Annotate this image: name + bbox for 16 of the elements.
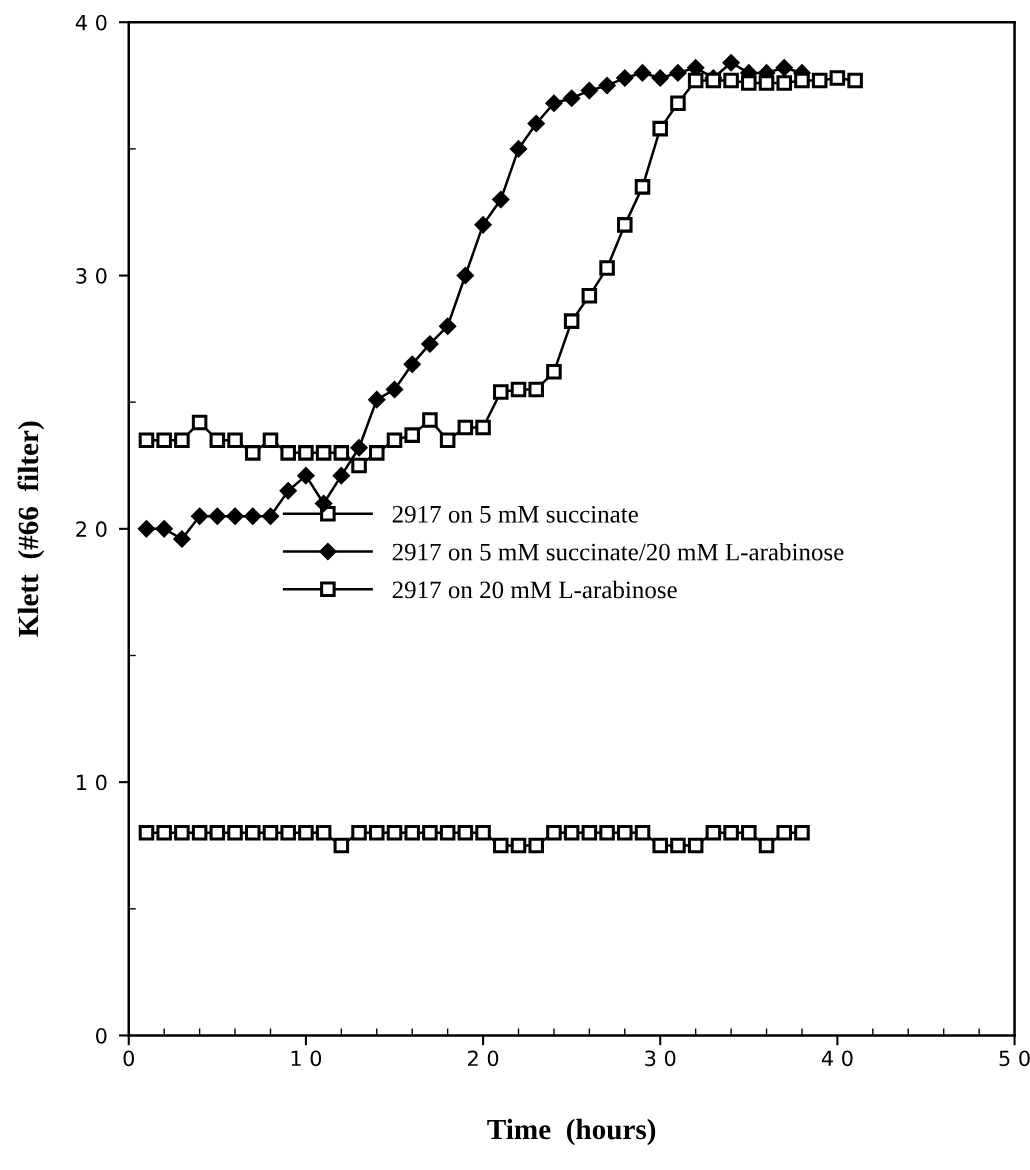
x-tick-label: 2 0 [468, 1050, 499, 1067]
x-axis-title: Time (hours) [487, 1118, 656, 1146]
legend-label: 2917 on 5 mM succinate [392, 505, 638, 523]
legend-label: 2917 on 20 mM L-arabinose [392, 580, 677, 599]
y-tick-label: 0 [96, 1027, 107, 1044]
legend-label: 2917 on 5 mM succinate/20 mM L-arabinose [392, 542, 844, 561]
x-tick-label: 5 0 [999, 1050, 1030, 1067]
x-tick-label: 1 0 [291, 1050, 322, 1067]
y-tick-label: 1 0 [77, 774, 107, 791]
y-axis-title: Klett (#66 filter) [17, 421, 45, 637]
y-tick-label: 2 0 [76, 521, 107, 538]
y-tick-label: 4 0 [75, 14, 107, 31]
y-tick-label: 3 0 [76, 267, 107, 284]
x-tick-label: 3 0 [645, 1050, 676, 1067]
x-tick-label: 0 [123, 1050, 134, 1067]
x-tick-label: 4 0 [821, 1050, 853, 1067]
